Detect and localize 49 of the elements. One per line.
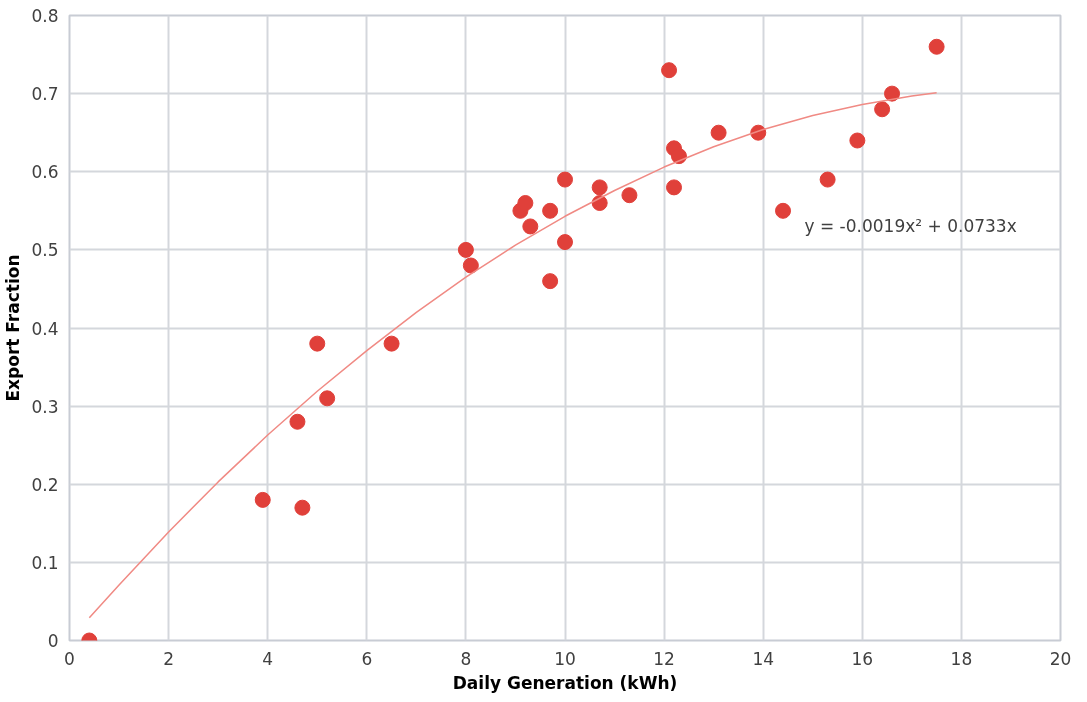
point bbox=[517, 195, 534, 211]
y-tick-label: 0.3 bbox=[31, 396, 59, 417]
point bbox=[884, 85, 901, 102]
point bbox=[294, 499, 311, 516]
y-tick-label: 0.4 bbox=[31, 318, 59, 339]
x-tick-label: 20 bbox=[1049, 648, 1072, 669]
point bbox=[254, 491, 271, 508]
point bbox=[557, 171, 573, 188]
y-tick-label: 0.7 bbox=[31, 84, 59, 105]
point bbox=[383, 335, 400, 352]
point bbox=[319, 390, 336, 407]
annotation: y = -0.0019x² + 0.0733x bbox=[804, 215, 1017, 236]
x-tick-label: 0 bbox=[64, 648, 75, 669]
point bbox=[457, 241, 474, 258]
x-tick-label: 18 bbox=[950, 648, 973, 669]
y-tick-label: 0.5 bbox=[31, 240, 59, 261]
point bbox=[591, 179, 608, 196]
x-axis-title: Daily Generation (kWh) bbox=[452, 672, 678, 693]
x-tick-label: 10 bbox=[554, 648, 576, 669]
point bbox=[542, 273, 559, 290]
x-tick-label: 14 bbox=[752, 648, 775, 669]
x-tick-label: 6 bbox=[361, 648, 373, 669]
x-tick-label: 12 bbox=[653, 648, 675, 669]
point bbox=[775, 202, 792, 219]
point bbox=[928, 38, 945, 55]
y-tick-label: 0.1 bbox=[31, 552, 59, 573]
point bbox=[849, 132, 866, 149]
point bbox=[289, 413, 306, 430]
point bbox=[621, 187, 638, 204]
line-series bbox=[88, 92, 938, 619]
y-tick-label: 0 bbox=[47, 631, 59, 651]
point bbox=[462, 257, 479, 274]
x-tick-label: 16 bbox=[851, 648, 874, 669]
y-axis-title: Export Fraction bbox=[3, 254, 24, 402]
x-tick-label: 4 bbox=[262, 648, 274, 669]
y-tick-label: 0.6 bbox=[31, 162, 59, 183]
point bbox=[557, 234, 573, 251]
point bbox=[710, 124, 727, 141]
point bbox=[309, 335, 326, 352]
point bbox=[819, 171, 836, 188]
point bbox=[874, 101, 891, 118]
point bbox=[661, 62, 678, 79]
y-tick-label: 0.2 bbox=[31, 474, 59, 495]
point bbox=[522, 218, 539, 235]
point bbox=[542, 202, 559, 219]
y-tick-label: 0.8 bbox=[31, 6, 59, 26]
x-tick-label: 2 bbox=[163, 648, 175, 669]
point bbox=[666, 179, 683, 196]
x-tick-label: 8 bbox=[460, 648, 472, 669]
